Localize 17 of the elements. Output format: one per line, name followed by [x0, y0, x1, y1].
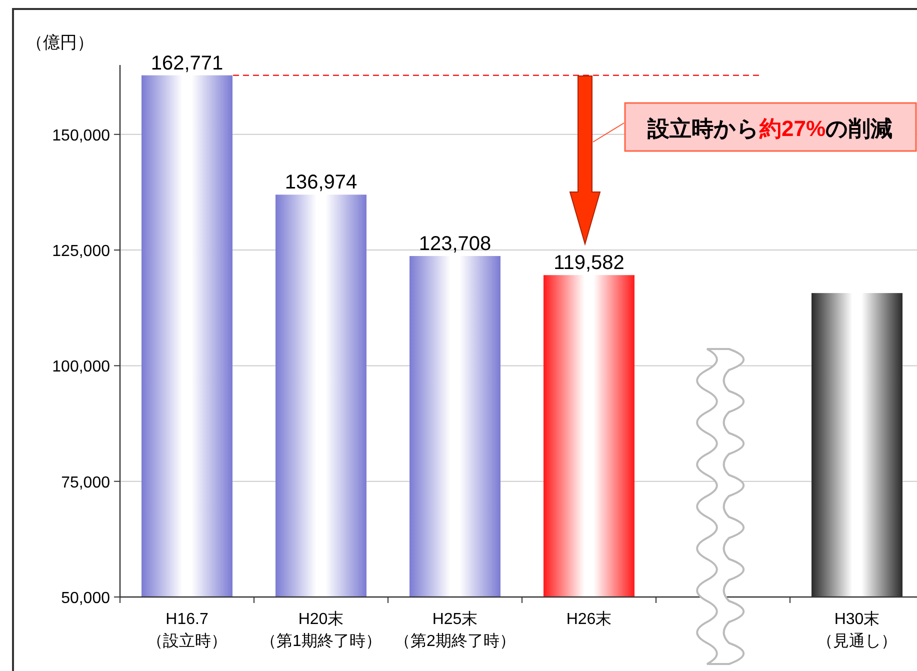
- x-tick-label: H30末（見通し）: [817, 610, 897, 650]
- x-tick-label: H16.7（設立時）: [147, 611, 227, 650]
- annotation: 設立時から約27%の削減: [624, 102, 917, 152]
- data-label: 136,974: [284, 172, 358, 194]
- annotation: 設立時から約27%の削減: [646, 116, 893, 141]
- y-tick-label: 150,000: [52, 127, 110, 144]
- x-tick-label: H26末: [566, 610, 612, 628]
- x-tick-label: H20末（第1期終了時）: [260, 610, 382, 650]
- data-label: 162,771: [150, 52, 224, 74]
- x-tick-label: H25末（第2期終了時）: [394, 610, 516, 650]
- y-tick-label: 100,000: [52, 358, 110, 376]
- data-label: 123,708: [418, 233, 492, 256]
- y-tick-label: 75,000: [61, 474, 110, 492]
- y-axis-title: （億円）: [26, 33, 94, 52]
- y-tick-label: 50,000: [61, 590, 110, 607]
- data-label: 119,582: [554, 252, 624, 274]
- y-tick-label: 125,000: [52, 243, 110, 260]
